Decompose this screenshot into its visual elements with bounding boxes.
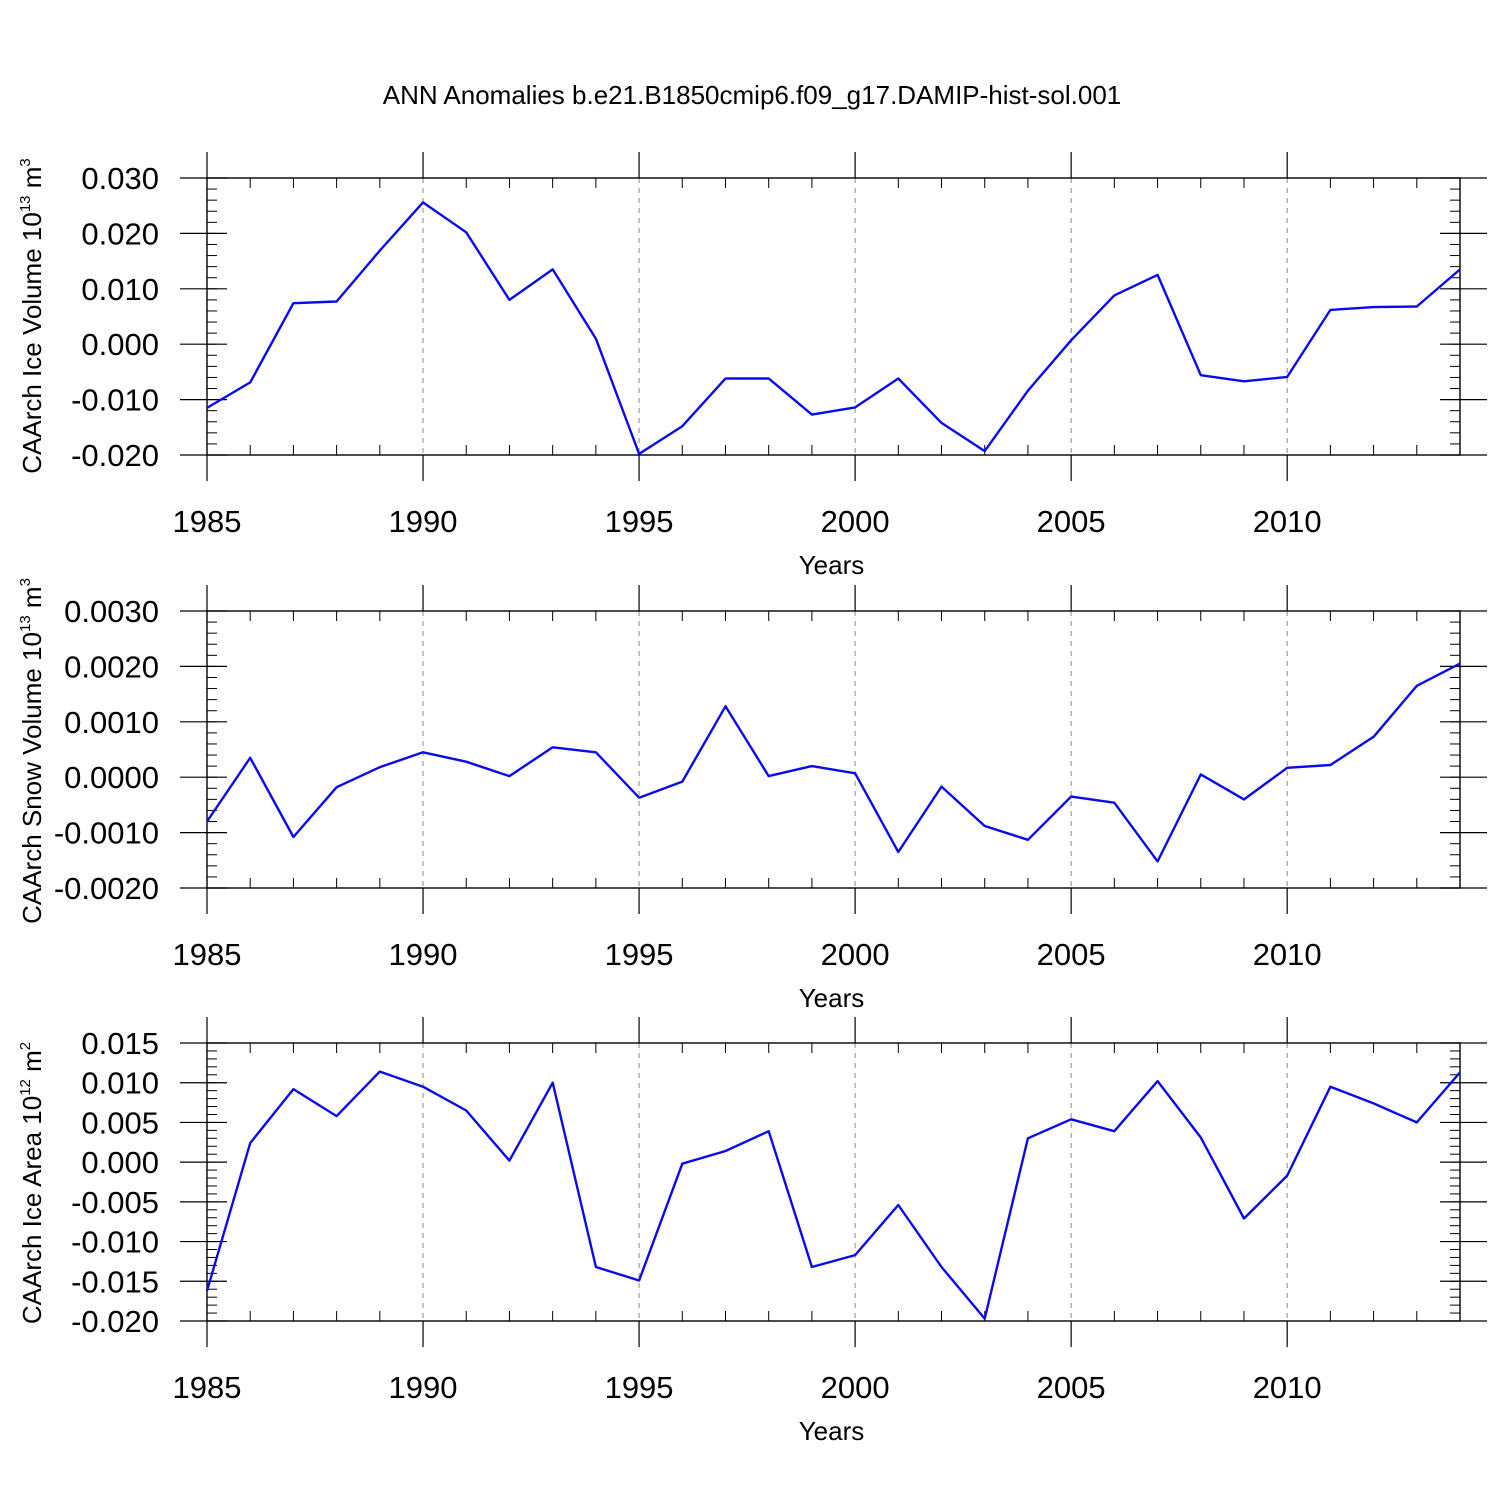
y-axis-label-unit-exponent: 2	[17, 1042, 34, 1050]
y-tick-label: 0.030	[81, 161, 159, 196]
y-axis-label-exponent: 12	[17, 1079, 34, 1096]
y-axis-label: CAArch Snow Volume 1013 m3	[17, 578, 47, 924]
x-tick-label: 1990	[389, 1370, 458, 1405]
x-axis-label: Years	[799, 983, 865, 1013]
x-tick-label: 2000	[821, 1370, 890, 1405]
y-tick-label: 0.0030	[64, 594, 159, 629]
x-tick-label: 1995	[605, 504, 674, 539]
y-axis-label-unit: m	[17, 586, 47, 615]
x-tick-label: 1985	[173, 504, 242, 539]
x-tick-label: 2000	[821, 937, 890, 972]
y-tick-label: -0.0010	[54, 816, 159, 851]
x-tick-label: 2000	[821, 504, 890, 539]
axes-frame	[206, 177, 1461, 456]
x-tick-label: 2005	[1037, 1370, 1106, 1405]
x-axis-label: Years	[799, 1416, 865, 1446]
y-axis-label-unit: m	[17, 1050, 47, 1079]
y-tick-label: 0.005	[81, 1105, 159, 1140]
y-tick-label: -0.015	[71, 1264, 159, 1299]
series-line	[206, 201, 1461, 456]
y-axis-label-unit-exponent: 3	[17, 158, 34, 166]
y-tick-label: -0.005	[71, 1185, 159, 1220]
y-tick-label: -0.020	[71, 1304, 159, 1339]
y-tick-label: -0.010	[71, 1225, 159, 1260]
y-tick-label: 0.000	[81, 327, 159, 362]
y-axis-label-unit-exponent: 3	[17, 578, 34, 586]
y-tick-label: 0.020	[81, 216, 159, 251]
y-tick-label: 0.0010	[64, 705, 159, 740]
y-tick-label: 0.010	[81, 1066, 159, 1101]
series-line	[205, 1070, 1461, 1320]
y-axis-label: CAArch Ice Area 1012 m2	[17, 1042, 47, 1324]
x-tick-label: 2010	[1253, 504, 1322, 539]
y-axis-label: CAArch Ice Volume 1013 m3	[17, 158, 47, 474]
y-tick-label: 0.0000	[64, 760, 159, 795]
chart-title: ANN Anomalies b.e21.B1850cmip6.f09_g17.D…	[383, 80, 1122, 110]
panel-3: 1985 1990 1995 2000 2005 2010 -0.020 -0.015 -0.0…	[17, 1017, 1487, 1446]
y-axis-label-main: CAArch Snow Volume 10	[17, 632, 47, 924]
x-tick-label: 2005	[1037, 937, 1106, 972]
y-tick-label: 0.0020	[64, 649, 159, 684]
y-axis-label-exponent: 13	[17, 615, 34, 632]
x-tick-label: 1990	[389, 937, 458, 972]
x-tick-label: 2010	[1253, 1370, 1322, 1405]
y-axis-label-unit: m	[17, 167, 47, 196]
x-tick-label: 1995	[605, 937, 674, 972]
x-tick-label: 1985	[173, 1370, 242, 1405]
y-tick-label: 0.010	[81, 272, 159, 307]
x-tick-label: 1995	[605, 1370, 674, 1405]
y-tick-label: -0.0020	[54, 871, 159, 906]
y-tick-label: 0.000	[81, 1145, 159, 1180]
x-tick-label: 2005	[1037, 504, 1106, 539]
y-tick-label: 0.015	[81, 1026, 159, 1061]
y-axis-label-exponent: 13	[17, 195, 34, 212]
x-axis-label: Years	[799, 550, 865, 580]
axes-frame	[206, 1042, 1461, 1322]
panel-2: 1985 1990 1995 2000 2005 2010 -0.0020 -0.0010 0.…	[17, 578, 1487, 1013]
axes-frame	[206, 610, 1461, 889]
y-axis-label-main: CAArch Ice Volume 10	[17, 212, 47, 474]
x-tick-label: 2010	[1253, 937, 1322, 972]
y-tick-label: -0.010	[71, 383, 159, 418]
y-tick-label: -0.020	[71, 438, 159, 473]
panel-1: 1985 1990 1995 2000 2005 2010 -0.020 -0.010 0.00…	[17, 152, 1487, 580]
x-tick-label: 1985	[173, 937, 242, 972]
series-line	[206, 662, 1461, 863]
y-axis-label-main: CAArch Ice Area 10	[17, 1096, 47, 1324]
x-tick-label: 1990	[389, 504, 458, 539]
